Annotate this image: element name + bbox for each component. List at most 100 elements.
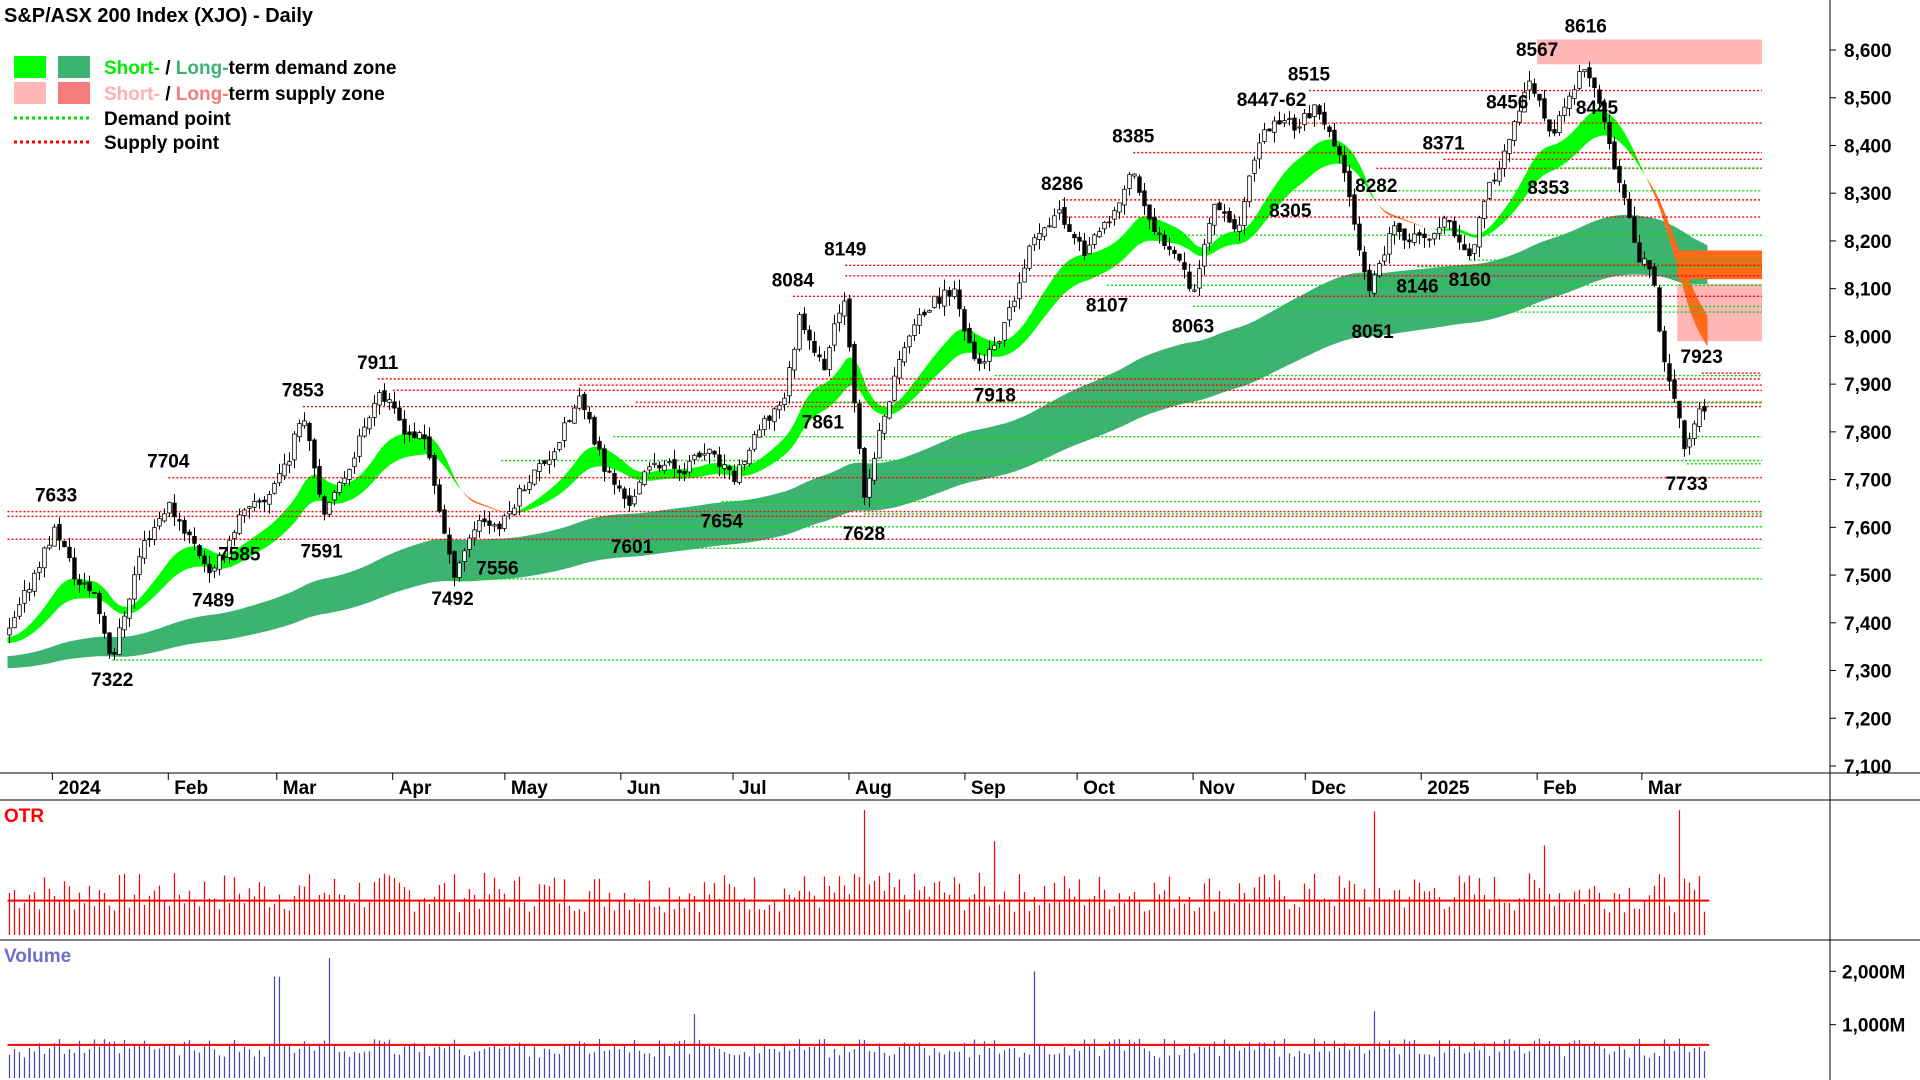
- candle-body: [1337, 146, 1342, 156]
- candle-body: [182, 520, 187, 534]
- candle-body: [1342, 154, 1347, 174]
- high-price-label: 8515: [1288, 65, 1331, 86]
- candle-body: [327, 501, 332, 515]
- candle-body: [1157, 232, 1162, 235]
- candle-body: [777, 404, 782, 411]
- candle-body: [527, 482, 532, 490]
- candle-body: [1697, 408, 1702, 428]
- candle-body: [607, 470, 612, 473]
- candle-body: [1152, 216, 1157, 232]
- candle-body: [467, 537, 472, 550]
- candle-body: [1422, 233, 1427, 238]
- candle-body: [512, 507, 517, 515]
- candle-body: [1092, 234, 1097, 245]
- candle-body: [237, 514, 242, 534]
- candle-body: [1037, 233, 1042, 240]
- candle-body: [1387, 233, 1392, 255]
- high-price-label: 8286: [1041, 174, 1083, 195]
- legend-supply-zone: Short- / Long-term supply zone: [104, 84, 385, 105]
- candle-body: [207, 563, 212, 574]
- candle-body: [957, 289, 962, 310]
- volume-panel-title: Volume: [4, 946, 71, 967]
- candle-body: [217, 555, 222, 570]
- candle-body: [92, 592, 97, 594]
- legend-demand-point: Demand point: [104, 109, 231, 130]
- candle-body: [537, 463, 542, 472]
- x-tick-label: Sep: [971, 778, 1006, 799]
- candle-body: [822, 358, 827, 371]
- y-tick-label: 8,200: [1844, 232, 1892, 253]
- candle-body: [397, 407, 402, 421]
- short-term-demand-zone: [7, 433, 464, 643]
- candle-body: [1557, 115, 1562, 133]
- candle-body: [1362, 251, 1367, 273]
- candle-body: [127, 598, 132, 619]
- candle-body: [1392, 225, 1397, 236]
- candle-body: [112, 651, 117, 655]
- candle-body: [1017, 282, 1022, 300]
- candle-body: [712, 450, 717, 455]
- candle-body: [1347, 170, 1352, 198]
- candle-body: [707, 448, 712, 454]
- candle-body: [522, 489, 527, 492]
- candle-body: [137, 556, 142, 575]
- candle-body: [662, 464, 667, 471]
- candle-body: [1617, 165, 1622, 183]
- candle-body: [1312, 104, 1317, 117]
- candle-body: [1672, 379, 1677, 399]
- candle-body: [1442, 217, 1447, 228]
- candle-body: [47, 544, 52, 549]
- low-price-label: 8305: [1269, 201, 1312, 222]
- high-price-label: 7911: [357, 353, 399, 374]
- x-tick-label: Apr: [399, 778, 432, 799]
- candle-body: [1142, 190, 1147, 207]
- high-price-label: 8456: [1486, 93, 1528, 114]
- candle-body: [437, 484, 442, 512]
- candle-body: [637, 481, 642, 495]
- y-tick-label: 8,500: [1844, 89, 1892, 110]
- candle-body: [622, 488, 627, 499]
- candle-body: [1652, 266, 1657, 286]
- candle-body: [567, 420, 572, 423]
- candle-body: [1432, 232, 1437, 240]
- candle-body: [1292, 117, 1297, 131]
- candle-body: [167, 501, 172, 514]
- candle-body: [852, 343, 857, 404]
- candle-body: [977, 358, 982, 364]
- candle-body: [807, 329, 812, 341]
- candle-body: [117, 627, 122, 655]
- candle-body: [132, 574, 137, 600]
- candle-body: [377, 392, 382, 406]
- low-price-label: 8146: [1396, 277, 1438, 298]
- high-price-label: 8445: [1576, 98, 1619, 119]
- candle-body: [1127, 174, 1132, 190]
- candle-body: [1132, 173, 1137, 177]
- top-supply-zone: [1537, 39, 1762, 65]
- candle-body: [52, 526, 57, 547]
- candle-body: [212, 567, 217, 572]
- x-tick-label: Mar: [1648, 778, 1682, 799]
- candle-body: [902, 347, 907, 363]
- candle-body: [62, 540, 67, 548]
- candle-body: [122, 615, 127, 631]
- candle-body: [832, 323, 837, 346]
- candle-body: [27, 588, 32, 593]
- candle-body: [502, 515, 507, 529]
- high-price-label: 8149: [824, 239, 866, 260]
- candle-body: [717, 454, 722, 468]
- short-term-demand-zone: [509, 139, 1380, 514]
- candle-body: [337, 482, 342, 493]
- candle-body: [1137, 176, 1142, 193]
- x-tick-label: 2024: [58, 778, 101, 799]
- candle-body: [627, 495, 632, 506]
- candle-body: [1072, 233, 1077, 239]
- candle-body: [1002, 322, 1007, 341]
- candle-body: [1467, 248, 1472, 257]
- candle-body: [1377, 263, 1382, 277]
- candle-body: [1167, 246, 1172, 250]
- candle-body: [1222, 211, 1227, 214]
- candle-body: [1022, 267, 1027, 283]
- candle-body: [332, 491, 337, 501]
- x-tick-label: Feb: [1543, 778, 1577, 799]
- candle-body: [917, 314, 922, 326]
